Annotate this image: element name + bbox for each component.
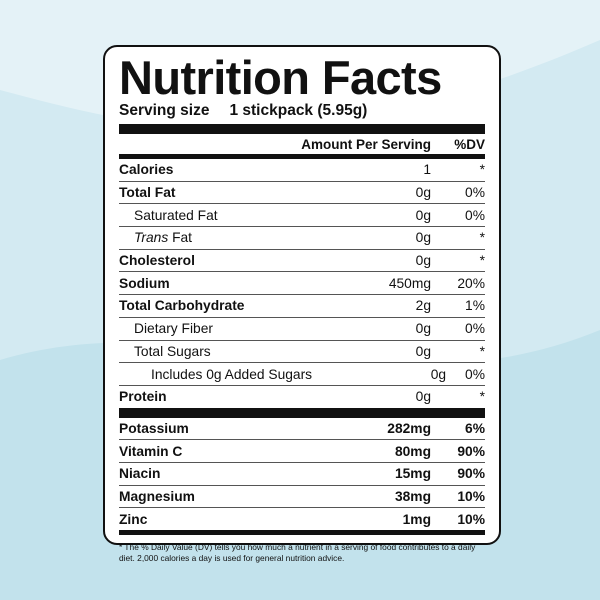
- nutrient-list: Calories 1 * Total Fat 0g 0% Saturated F…: [119, 159, 485, 408]
- nutrition-facts-label: Nutrition Facts Serving size 1 stickpack …: [103, 45, 501, 563]
- daily-value-footnote: * The % Daily Value (DV) tells you how m…: [119, 542, 476, 563]
- table-row: Total Carbohydrate 2g 1%: [119, 295, 485, 318]
- table-row: Trans Fat 0g *: [119, 227, 485, 250]
- table-row: Zinc 1mg 10%: [119, 511, 485, 527]
- table-row: Calories 1 *: [119, 159, 485, 182]
- column-header: Amount Per Serving %DV: [119, 136, 485, 154]
- table-row: Vitamin C 80mg 90%: [119, 440, 485, 463]
- serving-size-label: Serving size: [119, 102, 210, 119]
- table-row: Sodium 450mg 20%: [119, 272, 485, 296]
- table-row: Magnesium 38mg 10%: [119, 486, 485, 509]
- serving-size: Serving size 1 stickpack (5.95g): [119, 102, 485, 120]
- table-row: Cholesterol 0g *: [119, 250, 485, 273]
- table-row: Potassium 282mg 6%: [119, 418, 485, 441]
- trans-italic: Trans: [134, 230, 169, 246]
- table-row: Total Fat 0g 0%: [119, 182, 485, 205]
- medium-divider: [119, 530, 485, 535]
- table-row: Saturated Fat 0g 0%: [119, 204, 485, 228]
- table-row: Protein 0g *: [119, 389, 485, 405]
- vitamin-mineral-list: Potassium 282mg 6% Vitamin C 80mg 90% Ni…: [119, 418, 485, 530]
- medium-divider: [119, 154, 485, 159]
- serving-size-value: 1 stickpack (5.95g): [229, 102, 368, 119]
- header-amount: Amount Per Serving: [301, 137, 431, 152]
- table-row: Niacin 15mg 90%: [119, 463, 485, 486]
- thick-divider: [119, 407, 485, 418]
- table-row: Includes 0g Added Sugars 0g 0%: [119, 363, 485, 386]
- header-dv: %DV: [454, 137, 485, 152]
- thick-divider: [119, 124, 485, 134]
- label-title: Nutrition Facts: [119, 51, 442, 104]
- table-row: Dietary Fiber 0g 0%: [119, 318, 485, 341]
- table-row: Total Sugars 0g *: [119, 341, 485, 364]
